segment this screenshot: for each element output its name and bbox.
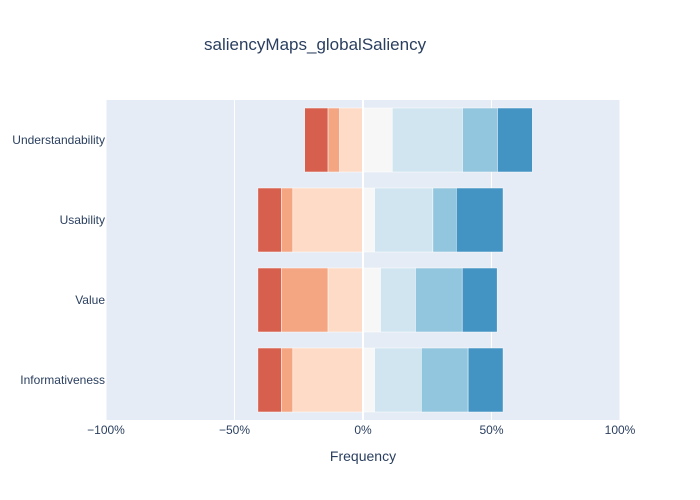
bar-usability-level-1[interactable] [257,187,282,253]
bar-usability-level-4[interactable] [362,187,375,253]
bar-value-level-1[interactable] [257,267,282,333]
bar-informativeness-level-1[interactable] [257,347,282,413]
bar-usability-level-2[interactable] [281,187,294,253]
bar-informativeness-level-5[interactable] [374,347,422,413]
x-tick-label-0: −100% [87,423,125,437]
y-tick-label-informativeness: Informativeness [20,373,105,387]
bar-understandability-level-7[interactable] [497,107,533,173]
bar-value-level-5[interactable] [380,267,416,333]
bar-informativeness-level-4[interactable] [362,347,375,413]
bar-understandability-level-5[interactable] [392,107,463,173]
bar-informativeness-level-2[interactable] [281,347,294,413]
bar-understandability-level-4[interactable] [362,107,393,173]
bar-usability-level-3[interactable] [292,187,364,253]
bars [257,107,533,413]
bar-value-level-2[interactable] [281,267,329,333]
bar-usability-level-6[interactable] [432,187,457,253]
x-tick-label-2: 0% [354,423,372,437]
bar-informativeness-level-6[interactable] [421,347,469,413]
bar-value-level-3[interactable] [327,267,364,333]
bar-understandability-level-2[interactable] [327,107,340,173]
x-tick-labels: −100% −50% 0% 50% 100% [87,423,636,437]
bar-value-level-4[interactable] [362,267,381,333]
chart-title: saliencyMaps_globalSaliency [204,35,427,54]
bar-value-level-6[interactable] [415,267,463,333]
bar-understandability-level-6[interactable] [462,107,498,173]
bar-understandability-level-1[interactable] [304,107,329,173]
y-tick-labels: Understandability Usability Value Informati… [12,133,105,387]
bar-informativeness-level-7[interactable] [467,347,504,413]
bar-value-level-7[interactable] [461,267,498,333]
bar-understandability-level-3[interactable] [339,107,364,173]
y-tick-label-usability: Usability [60,213,105,227]
x-tick-label-4: 100% [605,423,636,437]
bar-informativeness-level-3[interactable] [292,347,364,413]
x-tick-label-1: −50% [219,423,250,437]
x-axis-label: Frequency [330,448,396,464]
x-tick-label-3: 50% [479,423,503,437]
bar-usability-level-7[interactable] [456,187,504,253]
bar-usability-level-5[interactable] [374,187,434,253]
y-tick-label-understandability: Understandability [12,133,105,147]
y-tick-label-value: Value [75,293,105,307]
